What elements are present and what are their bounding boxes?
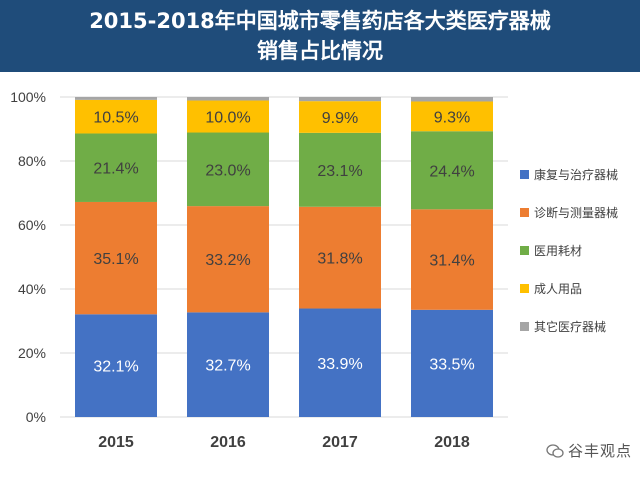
y-tick-label: 40% (18, 281, 46, 297)
bar-segment (299, 101, 381, 133)
legend-swatch (520, 208, 529, 217)
chart-title: 2015-2018年中国城市零售药店各大类医疗器械 销售占比情况 (0, 0, 640, 72)
data-label: 32.1% (93, 359, 138, 376)
y-tick-label: 0% (26, 409, 46, 425)
legend-swatch (520, 284, 529, 293)
legend-swatch (520, 322, 529, 331)
bar-segment (411, 97, 493, 102)
chart-area: 0% 20% 40% 60% 80% 100% 32.1% 35.1% 21.4% 10.5% 20… (0, 72, 640, 473)
data-label: 10.5% (93, 110, 138, 127)
data-label: 21.4% (93, 161, 138, 178)
stacked-bar-chart: 0% 20% 40% 60% 80% 100% 32.1% 35.1% 21.4% 10.5% 20… (10, 89, 618, 451)
x-tick-label: 2015 (98, 434, 134, 451)
x-tick-label: 2016 (210, 434, 246, 451)
watermark-text: 谷丰观点 (567, 442, 632, 460)
legend-label: 医用耗材 (534, 244, 582, 258)
y-tick-label: 20% (18, 345, 46, 361)
bar-segment (411, 309, 493, 417)
data-label: 23.0% (205, 162, 250, 179)
bar-segment (411, 209, 493, 310)
data-label: 31.4% (429, 253, 474, 270)
data-label: 24.4% (429, 163, 474, 180)
bar-segment (75, 99, 157, 134)
bar-segment (75, 314, 157, 417)
legend-label: 诊断与测量器械 (534, 205, 618, 220)
bar-segment (299, 206, 381, 309)
bar-segment (187, 132, 269, 207)
bar-segment (187, 206, 269, 313)
y-tick-label: 80% (18, 153, 46, 169)
bar-segment (75, 97, 157, 100)
data-label: 33.5% (429, 356, 474, 373)
data-label: 9.3% (434, 109, 470, 126)
bar-segment (411, 101, 493, 132)
bar-segment (299, 132, 381, 207)
bar-segment (299, 97, 381, 102)
data-label: 31.8% (317, 251, 362, 268)
legend-swatch (520, 246, 529, 255)
legend-label: 其它医疗器械 (534, 319, 606, 334)
x-tick-label: 2018 (434, 434, 470, 451)
bar-segment (75, 201, 157, 315)
data-label: 23.1% (317, 163, 362, 180)
data-label: 32.7% (205, 358, 250, 375)
wechat-icon (546, 443, 564, 458)
data-label: 9.9% (322, 110, 358, 127)
data-label: 35.1% (93, 251, 138, 268)
bar-segment (187, 100, 269, 133)
chart-title-line-1: 2015-2018年中国城市零售药店各大类医疗器械 (89, 9, 551, 33)
y-tick-label: 100% (10, 89, 46, 105)
chart-title-line-2: 销售占比情况 (257, 39, 383, 63)
data-label: 10.0% (205, 110, 250, 127)
legend-label: 康复与治疗器械 (534, 167, 618, 182)
legend-swatch (520, 170, 529, 179)
y-tick-label: 60% (18, 217, 46, 233)
data-label: 33.9% (317, 356, 362, 373)
watermark: 谷丰观点 (546, 440, 632, 461)
bar-segment (299, 308, 381, 417)
legend-label: 成人用品 (534, 282, 582, 296)
bar-segment (187, 312, 269, 417)
bar-segment (411, 131, 493, 210)
data-label: 33.2% (205, 252, 250, 269)
bar-segment (187, 97, 269, 101)
x-tick-label: 2017 (322, 434, 358, 451)
bar-segment (75, 133, 157, 202)
